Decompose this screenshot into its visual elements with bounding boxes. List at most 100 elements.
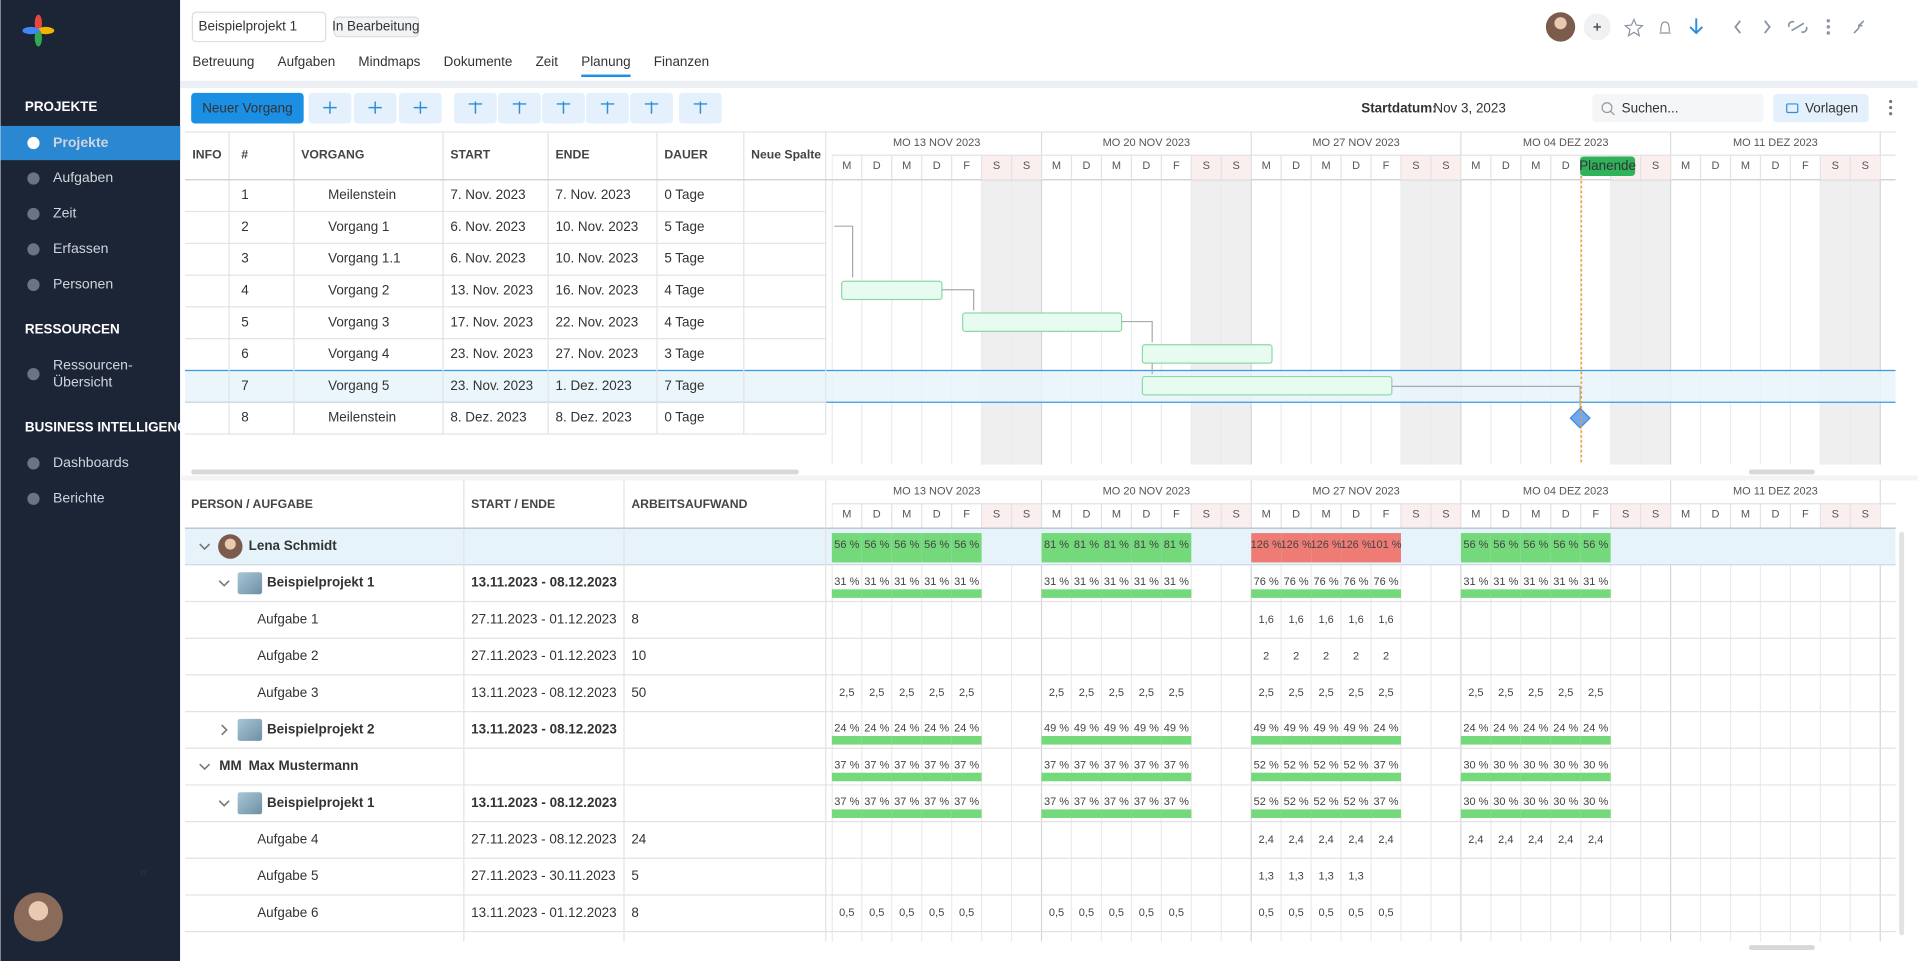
- load-bar: [1341, 809, 1371, 818]
- load-value: 30 %: [1583, 796, 1608, 808]
- load-bar: [1581, 809, 1611, 818]
- weekend-shade: [1401, 180, 1431, 465]
- gantt-cell: 4 Tage: [664, 314, 704, 329]
- gantt-cell: 0 Tage: [664, 187, 704, 202]
- load-bar: [862, 589, 892, 598]
- load-bar: [1071, 589, 1101, 598]
- load-value: 2: [1293, 650, 1299, 662]
- day-label: M: [1681, 160, 1690, 172]
- tab[interactable]: Aufgaben: [278, 54, 336, 69]
- gantt-cell: 7. Nov. 2023: [556, 187, 631, 202]
- load-value: 56 %: [1553, 539, 1578, 551]
- gantt-cell: 1. Dez. 2023: [556, 378, 632, 393]
- day-label: M: [1741, 509, 1750, 521]
- load-value: 2: [1383, 650, 1389, 662]
- load-value: 31 %: [834, 576, 859, 588]
- collapse-sidebar[interactable]: «: [140, 865, 147, 880]
- column-header: DAUER: [664, 148, 708, 162]
- load-value: 2,5: [1378, 687, 1393, 699]
- load-value: 0,5: [1259, 907, 1274, 919]
- gantt-cell: 17. Nov. 2023: [450, 314, 533, 329]
- load-value: 56 %: [864, 539, 889, 551]
- day-label: F: [1802, 509, 1809, 521]
- day-label: F: [1802, 160, 1809, 172]
- gantt-cell: 7 Tage: [664, 378, 704, 393]
- period: 13.11.2023 - 08.12.2023: [471, 721, 617, 736]
- week-label: MO 04 DEZ 2023: [1523, 137, 1609, 149]
- gantt-cell: 8: [241, 410, 248, 425]
- gantt-cell: 10. Nov. 2023: [556, 251, 639, 266]
- week-label: MO 04 DEZ 2023: [1523, 485, 1609, 497]
- load-value: 24 %: [954, 723, 979, 735]
- load-value: 30 %: [1583, 759, 1608, 771]
- load-value: 52 %: [1314, 796, 1339, 808]
- day-label: M: [1471, 509, 1480, 521]
- load-value: 49 %: [1284, 723, 1309, 735]
- load-bar: [1251, 736, 1281, 745]
- load-bar: [922, 773, 952, 782]
- load-value: 30 %: [1553, 796, 1578, 808]
- load-value: 37 %: [1074, 796, 1099, 808]
- load-value: 31 %: [1523, 576, 1548, 588]
- tab[interactable]: Zeit: [536, 54, 559, 69]
- gantt-cell: 16. Nov. 2023: [556, 283, 639, 298]
- tab[interactable]: Betreuung: [192, 54, 254, 69]
- load-value: 37 %: [1044, 796, 1069, 808]
- load-value: 37 %: [1134, 796, 1159, 808]
- day-label: D: [1292, 509, 1300, 521]
- load-value: 2,5: [1468, 687, 1483, 699]
- load-bar: [1491, 773, 1521, 782]
- load-bar: [1161, 809, 1191, 818]
- more[interactable]: [1827, 19, 1830, 35]
- scrollbar[interactable]: [191, 469, 799, 474]
- toolbar-more[interactable]: [1889, 100, 1892, 115]
- load-value: 2: [1353, 650, 1359, 662]
- tab[interactable]: Dokumente: [444, 54, 513, 69]
- gantt-cell: 3: [241, 251, 248, 266]
- load-value: 31 %: [1044, 576, 1069, 588]
- load-value: 0,5: [839, 907, 854, 919]
- load-value: 52 %: [1284, 796, 1309, 808]
- load-value: 37 %: [1074, 759, 1099, 771]
- load-value: 2,5: [1528, 687, 1543, 699]
- load-value: 126 %: [1251, 539, 1282, 551]
- load-value: 49 %: [1314, 723, 1339, 735]
- load-bar: [1371, 773, 1401, 782]
- scrollbar[interactable]: [1749, 945, 1815, 950]
- load-bar: [1251, 773, 1281, 782]
- load-value: 56 %: [834, 539, 859, 551]
- day-label: F: [1173, 160, 1180, 172]
- tab[interactable]: Finanzen: [654, 54, 709, 69]
- scrollbar[interactable]: [1749, 469, 1815, 474]
- weekend-shade: [1611, 180, 1641, 465]
- scrollbar[interactable]: [1899, 532, 1904, 935]
- initials: MM: [219, 758, 241, 773]
- column-header: ENDE: [556, 148, 590, 162]
- row-name: Beispielprojekt 1: [267, 795, 375, 810]
- week-label: MO 20 NOV 2023: [1103, 137, 1190, 149]
- day-label: M: [1741, 160, 1750, 172]
- column-header: START / ENDE: [471, 497, 555, 511]
- column-header: INFO: [192, 148, 221, 162]
- tab[interactable]: Planung: [581, 54, 630, 69]
- tab[interactable]: Mindmaps: [358, 54, 420, 69]
- load-value: 31 %: [864, 576, 889, 588]
- load-value: 52 %: [1344, 796, 1369, 808]
- row-name: Aufgabe 6: [257, 905, 318, 920]
- load-value: 2,5: [1169, 687, 1184, 699]
- period: 13.11.2023 - 08.12.2023: [471, 795, 617, 810]
- day-label: M: [1322, 509, 1331, 521]
- day-label: D: [1771, 509, 1779, 521]
- load-value: 31 %: [954, 576, 979, 588]
- load-value: 0,5: [929, 907, 944, 919]
- load-bar: [1131, 773, 1161, 782]
- gantt-cell: 8. Dez. 2023: [556, 410, 632, 425]
- week-label: MO 27 NOV 2023: [1312, 485, 1399, 497]
- day-label: D: [933, 509, 941, 521]
- day-label: M: [842, 509, 851, 521]
- load-bar: [952, 773, 982, 782]
- load-bar: [1281, 773, 1311, 782]
- load-value: 2,5: [1139, 687, 1154, 699]
- load-value: 2,4: [1378, 834, 1393, 846]
